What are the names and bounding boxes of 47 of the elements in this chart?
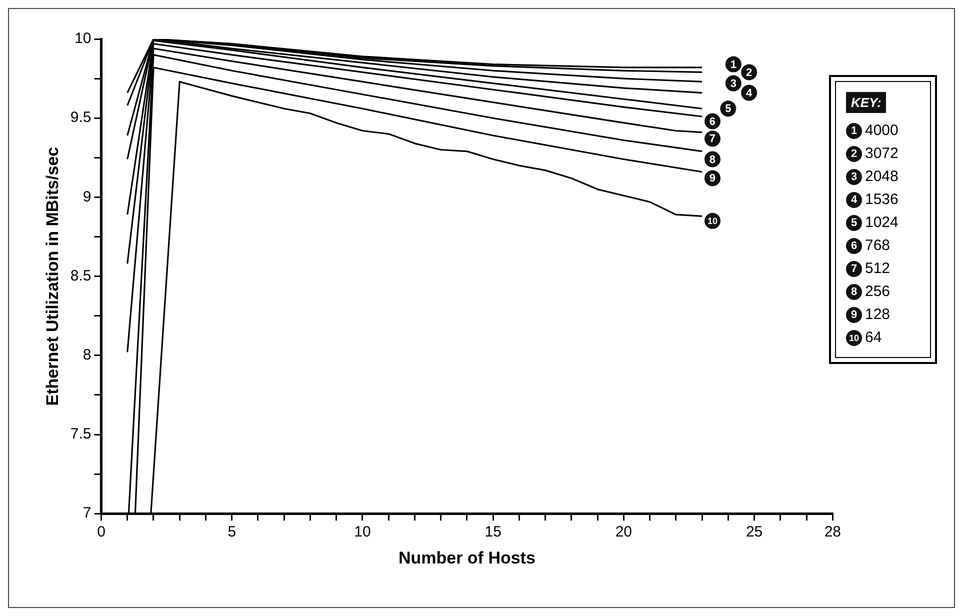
text: 512	[865, 260, 890, 277]
annotation: 3	[730, 78, 736, 90]
x-axis-title: Number of Hosts	[398, 548, 536, 568]
x-tick-label: 28	[824, 524, 841, 541]
y-tick-label: 8.5	[70, 267, 92, 284]
text: 2	[850, 148, 858, 160]
legend-title: KEY:	[846, 92, 886, 113]
y-tick-label: 7.5	[70, 426, 92, 443]
annotation: 7	[709, 133, 716, 146]
text: 1024	[865, 214, 898, 231]
annotation: 10	[707, 216, 718, 226]
text: 5	[850, 216, 858, 228]
text: 256	[865, 283, 890, 300]
annotation: 5	[725, 103, 732, 116]
annotation: 8	[709, 154, 716, 166]
annotation: 9	[709, 172, 716, 185]
y-axis-title: Ethernet Utilization in MBits/sec	[42, 146, 62, 406]
annotation: 2	[746, 66, 752, 79]
x-tick-label: 25	[746, 524, 763, 541]
annotation: 1	[730, 58, 736, 71]
x-tick-label: 0	[97, 524, 106, 541]
text: 6	[850, 240, 858, 252]
x-tick-label: 15	[484, 524, 502, 541]
y-tick-label: 9	[82, 188, 92, 206]
x-tick-label: 20	[615, 524, 632, 541]
annotation: 6	[709, 116, 716, 128]
text: 8	[850, 286, 858, 298]
y-tick-label: 7	[82, 504, 92, 522]
text: 1536	[865, 191, 898, 208]
x-tick-label: 10	[354, 524, 371, 541]
annotation: 4	[746, 87, 754, 100]
y-tick-label: 10	[74, 30, 92, 48]
text: 4000	[865, 122, 898, 139]
text: 3	[850, 170, 858, 182]
text: 64	[865, 329, 882, 346]
text: 768	[865, 237, 890, 254]
y-tick-label: 9.5	[70, 109, 92, 126]
text: 2048	[865, 168, 898, 185]
x-tick-label: 5	[228, 524, 236, 541]
text: 4	[850, 194, 858, 206]
y-tick-label: 8	[82, 346, 92, 364]
text: 7	[850, 262, 858, 274]
text: 9	[850, 308, 858, 320]
text: 10	[848, 332, 859, 342]
text: 3072	[865, 145, 898, 162]
text: 128	[865, 306, 890, 323]
text: 1	[850, 124, 858, 136]
